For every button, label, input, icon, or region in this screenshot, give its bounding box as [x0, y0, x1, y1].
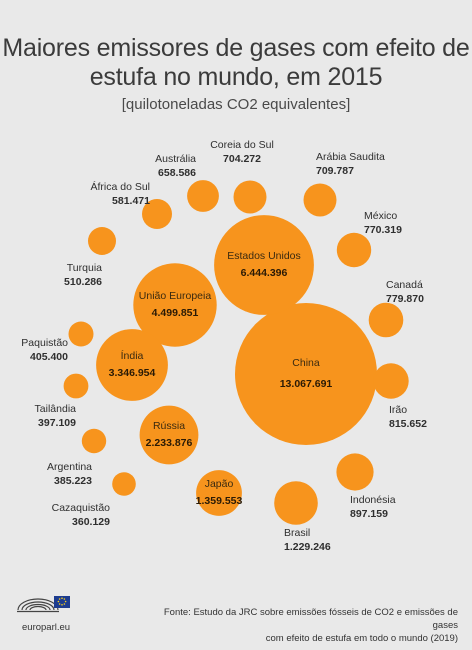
- label-turquia-value: 510.286: [64, 276, 102, 288]
- label-irao-name: Irão: [389, 404, 407, 416]
- european-parliament-logo: [16, 592, 72, 623]
- label-coreia-do-sul-name: Coreia do Sul: [210, 139, 274, 151]
- label-indonesia-value: 897.159: [350, 508, 388, 520]
- bubble-cazaquistao: [112, 472, 136, 496]
- bubble-turquia: [88, 227, 116, 255]
- footer-source-line1: Fonte: Estudo da JRC sobre emissões fóss…: [163, 607, 458, 631]
- label-arabia-saudita-value: 709.787: [316, 165, 354, 177]
- label-australia-name: Austrália: [155, 153, 196, 165]
- bubble-paquistao: [68, 321, 94, 347]
- bubble-canada: [368, 302, 404, 338]
- label-mexico-value: 770.319: [364, 224, 402, 236]
- label-japao-name: Japão: [205, 478, 234, 490]
- label-turquia-name: Turquia: [67, 262, 102, 274]
- bubble-irao: [373, 363, 409, 399]
- label-uniao-europeia-name: União Europeia: [139, 290, 212, 302]
- label-cazaquistao-name: Cazaquistão: [52, 502, 111, 514]
- label-estados-unidos-name: Estados Unidos: [227, 250, 301, 262]
- label-russia-name: Rússia: [153, 420, 185, 432]
- bubble-argentina: [81, 428, 107, 454]
- bubble-india: [96, 329, 168, 401]
- label-paquistao-name: Paquistão: [21, 337, 68, 349]
- bubble-mexico: [336, 232, 372, 268]
- label-russia-value: 2.233.876: [146, 437, 193, 449]
- label-estados-unidos-value: 6.444.396: [241, 267, 288, 279]
- label-africa-do-sul-name: África do Sul: [90, 180, 150, 193]
- label-irao-value: 815.652: [389, 418, 427, 430]
- bubble-russia: [139, 405, 199, 465]
- label-uniao-europeia-value: 4.499.851: [152, 307, 199, 319]
- bubble-africa-do-sul: [142, 199, 172, 229]
- footer-site: europarl.eu: [22, 622, 71, 633]
- label-india-name: Índia: [121, 349, 144, 362]
- chart-title: Maiores emissores de gases com efeito de…: [2, 34, 470, 91]
- label-india-value: 3.346.954: [109, 367, 156, 379]
- bubble-brasil: [274, 481, 318, 525]
- chart-subtitle: [quilotoneladas CO2 equivalentes]: [121, 96, 351, 113]
- bubble-tailandia: [63, 373, 89, 399]
- label-arabia-saudita-name: Arábia Saudita: [316, 151, 385, 163]
- label-brasil-value: 1.229.246: [284, 541, 331, 553]
- label-china-name: China: [292, 357, 320, 369]
- label-brasil-name: Brasil: [284, 527, 310, 539]
- bubble-arabia-saudita: [303, 183, 337, 217]
- label-australia-value: 658.586: [158, 167, 196, 179]
- label-indonesia-name: Indonésia: [350, 494, 396, 506]
- label-canada-value: 779.870: [386, 293, 424, 305]
- bubble-uniao-europeia: [133, 263, 217, 347]
- bubble-indonesia: [336, 453, 374, 491]
- footer-source-line2: com efeito de estufa em todo o mundo (20…: [265, 633, 458, 644]
- label-argentina-value: 385.223: [54, 475, 92, 487]
- label-paquistao-value: 405.400: [30, 351, 68, 363]
- bubble-coreia-do-sul: [233, 180, 267, 214]
- label-africa-do-sul-value: 581.471: [112, 195, 150, 207]
- label-china-value: 13.067.691: [280, 378, 333, 390]
- label-argentina-name: Argentina: [47, 461, 92, 473]
- bubble-australia: [187, 180, 219, 212]
- bubble-china: [235, 303, 377, 445]
- label-cazaquistao-value: 360.129: [72, 516, 110, 528]
- bubble-estados-unidos: [214, 215, 314, 315]
- label-coreia-do-sul-value: 704.272: [223, 153, 261, 165]
- label-tailandia-name: Tailândia: [35, 403, 77, 415]
- bubble-japao: [196, 470, 242, 516]
- label-canada-name: Canadá: [386, 279, 423, 291]
- label-mexico-name: México: [364, 210, 397, 222]
- label-japao-value: 1.359.553: [196, 495, 243, 507]
- footer-source: Fonte: Estudo da JRC sobre emissões fóss…: [158, 606, 458, 645]
- label-tailandia-value: 397.109: [38, 417, 76, 429]
